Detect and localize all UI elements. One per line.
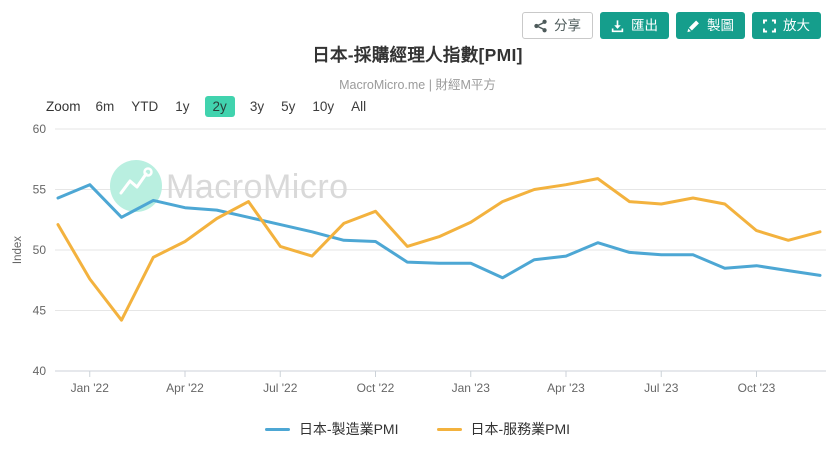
share-button[interactable]: 分享 [522, 12, 593, 39]
series-line-services-pmi[interactable] [56, 177, 822, 322]
watermark-logo-line [119, 172, 148, 195]
y-tick-label: 45 [33, 304, 47, 318]
x-tick-label: Jul '22 [263, 381, 298, 395]
watermark-logo-ring [143, 167, 153, 177]
range-button-1y[interactable]: 1y [173, 96, 191, 117]
export-button-label: 匯出 [631, 17, 658, 33]
chart-legend: 日本-製造業PMI 日本-服務業PMI [0, 419, 835, 439]
y-axis-title: Index [12, 236, 24, 264]
series-line-manufacturing-pmi[interactable] [56, 183, 822, 280]
range-button-all[interactable]: All [349, 96, 368, 117]
share-button-label: 分享 [554, 17, 581, 33]
download-icon [611, 19, 624, 33]
x-tick-label: Apr '23 [547, 381, 585, 395]
watermark-text: MacroMicro [166, 168, 349, 206]
x-tick-label: Jan '23 [452, 381, 491, 395]
enlarge-button-label: 放大 [783, 17, 810, 33]
pmi-line-chart[interactable]: 40 45 50 55 60 Index Jan '22 Apr '22 Jul '22 Oct … [0, 120, 835, 420]
x-tick-label: Oct '22 [357, 381, 395, 395]
legend-item-manufacturing[interactable]: 日本-製造業PMI [264, 419, 399, 439]
range-zoom-label: Zoom [46, 99, 81, 114]
chart-header: 日本-採購經理人指數[PMI] MacroMicro.me | 財經M平方 [0, 42, 835, 93]
y-tick-label: 55 [33, 183, 47, 197]
range-selector: Zoom 6m YTD 1y 2y 3y 5y 10y All [46, 96, 368, 117]
fullscreen-icon [763, 19, 776, 33]
pencil-icon [687, 19, 700, 33]
services-line-marker [436, 427, 462, 431]
range-button-3y[interactable]: 3y [248, 96, 266, 117]
y-tick-label: 40 [33, 364, 47, 378]
x-tick-label: Jan '22 [71, 381, 110, 395]
draw-chart-button[interactable]: 製圖 [676, 12, 745, 39]
manufacturing-line-marker [264, 427, 290, 431]
page-title: 日本-採購經理人指數[PMI] [312, 45, 523, 65]
range-button-6m[interactable]: 6m [94, 96, 117, 117]
range-button-10y[interactable]: 10y [310, 96, 336, 117]
toolbar: 分享 匯出 製圖 放大 [522, 12, 821, 39]
x-tick-label: Jul '23 [644, 381, 679, 395]
range-button-ytd[interactable]: YTD [129, 96, 160, 117]
x-tick-label: Apr '22 [166, 381, 204, 395]
x-tick-label: Oct '23 [738, 381, 776, 395]
share-icon [534, 19, 547, 33]
y-tick-label: 60 [33, 122, 47, 136]
legend-label-services: 日本-服務業PMI [470, 421, 571, 437]
export-button[interactable]: 匯出 [600, 12, 669, 39]
range-button-5y[interactable]: 5y [279, 96, 297, 117]
y-tick-label: 50 [33, 243, 47, 257]
legend-item-services[interactable]: 日本-服務業PMI [436, 419, 571, 439]
legend-label-manufacturing: 日本-製造業PMI [298, 421, 399, 437]
draw-chart-button-label: 製圖 [707, 17, 734, 33]
enlarge-button[interactable]: 放大 [752, 12, 821, 39]
range-button-2y[interactable]: 2y [204, 96, 235, 117]
page-subtitle: MacroMicro.me | 財經M平方 [339, 78, 496, 92]
